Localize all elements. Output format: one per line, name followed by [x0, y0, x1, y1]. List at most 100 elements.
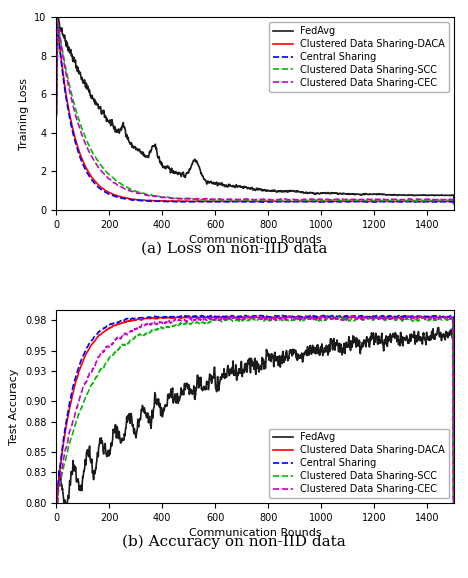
- Central Sharing: [354, 312, 359, 318]
- X-axis label: Communication Rounds: Communication Rounds: [189, 528, 322, 538]
- Clustered Data Sharing-SCC: [238, 317, 243, 324]
- Clustered Data Sharing-SCC: [101, 365, 106, 372]
- Clustered Data Sharing-CEC: [223, 196, 228, 203]
- Clustered Data Sharing-DACA: [101, 329, 106, 336]
- FedAvg: [54, 75, 59, 82]
- Central Sharing: [280, 198, 285, 205]
- Clustered Data Sharing-SCC: [451, 201, 457, 208]
- Clustered Data Sharing-CEC: [451, 499, 457, 506]
- Central Sharing: [101, 188, 106, 195]
- Clustered Data Sharing-DACA: [54, 112, 59, 118]
- Clustered Data Sharing-SCC: [231, 197, 236, 204]
- Clustered Data Sharing-SCC: [222, 317, 228, 324]
- FedAvg: [238, 366, 243, 373]
- Clustered Data Sharing-DACA: [55, 21, 60, 28]
- Clustered Data Sharing-CEC: [231, 314, 236, 321]
- Line: FedAvg: FedAvg: [57, 12, 454, 200]
- Clustered Data Sharing-CEC: [54, 499, 59, 506]
- Clustered Data Sharing-CEC: [55, 18, 60, 25]
- Clustered Data Sharing-SCC: [84, 390, 90, 397]
- Line: Clustered Data Sharing-CEC: Clustered Data Sharing-CEC: [57, 22, 454, 204]
- FedAvg: [231, 183, 236, 190]
- FedAvg: [54, 499, 59, 506]
- Central Sharing: [54, 112, 59, 118]
- Central Sharing: [101, 325, 106, 332]
- FedAvg: [280, 187, 285, 194]
- Clustered Data Sharing-DACA: [280, 198, 285, 205]
- X-axis label: Communication Rounds: Communication Rounds: [189, 235, 322, 245]
- Clustered Data Sharing-SCC: [280, 317, 285, 324]
- Clustered Data Sharing-DACA: [238, 198, 243, 205]
- Clustered Data Sharing-SCC: [85, 139, 90, 146]
- Text: (a) Loss on non-IID data: (a) Loss on non-IID data: [141, 242, 327, 256]
- Clustered Data Sharing-SCC: [101, 165, 106, 172]
- Clustered Data Sharing-SCC: [238, 197, 243, 203]
- Line: Clustered Data Sharing-SCC: Clustered Data Sharing-SCC: [57, 24, 454, 204]
- FedAvg: [436, 324, 441, 331]
- Clustered Data Sharing-CEC: [85, 145, 90, 152]
- Central Sharing: [54, 499, 59, 506]
- Line: Clustered Data Sharing-CEC: Clustered Data Sharing-CEC: [57, 316, 454, 503]
- Clustered Data Sharing-DACA: [101, 186, 106, 192]
- Central Sharing: [231, 198, 236, 205]
- Clustered Data Sharing-CEC: [350, 312, 356, 319]
- Clustered Data Sharing-DACA: [325, 313, 330, 320]
- Central Sharing: [222, 313, 228, 320]
- Central Sharing: [231, 312, 236, 319]
- Line: Central Sharing: Central Sharing: [57, 26, 454, 204]
- Clustered Data Sharing-SCC: [54, 111, 59, 118]
- Central Sharing: [238, 198, 243, 205]
- Clustered Data Sharing-DACA: [231, 314, 236, 321]
- Clustered Data Sharing-DACA: [231, 198, 236, 205]
- Line: Clustered Data Sharing-SCC: Clustered Data Sharing-SCC: [57, 317, 454, 503]
- Central Sharing: [451, 201, 457, 208]
- Central Sharing: [223, 198, 228, 205]
- Clustered Data Sharing-CEC: [238, 315, 243, 322]
- FedAvg: [84, 447, 90, 454]
- Clustered Data Sharing-DACA: [223, 198, 228, 205]
- FedAvg: [54, 9, 60, 16]
- Clustered Data Sharing-SCC: [55, 20, 61, 27]
- Clustered Data Sharing-CEC: [54, 110, 59, 117]
- Line: Clustered Data Sharing-DACA: Clustered Data Sharing-DACA: [57, 316, 454, 503]
- Clustered Data Sharing-DACA: [280, 314, 285, 321]
- Central Sharing: [238, 313, 243, 320]
- Y-axis label: Test Accuracy: Test Accuracy: [9, 368, 19, 444]
- Clustered Data Sharing-DACA: [451, 499, 457, 506]
- Clustered Data Sharing-CEC: [101, 170, 106, 177]
- Legend: FedAvg, Clustered Data Sharing-DACA, Central Sharing, Clustered Data Sharing-SCC: FedAvg, Clustered Data Sharing-DACA, Cen…: [270, 22, 449, 92]
- Clustered Data Sharing-CEC: [238, 196, 243, 203]
- Clustered Data Sharing-SCC: [451, 499, 457, 506]
- Legend: FedAvg, Clustered Data Sharing-DACA, Central Sharing, Clustered Data Sharing-SCC: FedAvg, Clustered Data Sharing-DACA, Cen…: [270, 428, 449, 498]
- Line: Clustered Data Sharing-DACA: Clustered Data Sharing-DACA: [57, 25, 454, 204]
- Clustered Data Sharing-DACA: [222, 314, 228, 321]
- Clustered Data Sharing-SCC: [280, 197, 285, 204]
- Clustered Data Sharing-DACA: [238, 313, 243, 320]
- Clustered Data Sharing-CEC: [231, 196, 236, 203]
- Clustered Data Sharing-DACA: [54, 499, 59, 506]
- Clustered Data Sharing-CEC: [451, 201, 457, 208]
- FedAvg: [222, 370, 228, 377]
- FedAvg: [85, 85, 90, 92]
- Central Sharing: [85, 170, 90, 177]
- Clustered Data Sharing-DACA: [451, 201, 457, 208]
- Line: FedAvg: FedAvg: [57, 328, 454, 503]
- Clustered Data Sharing-CEC: [222, 316, 228, 323]
- Clustered Data Sharing-CEC: [280, 313, 285, 320]
- Clustered Data Sharing-SCC: [396, 313, 402, 320]
- FedAvg: [223, 182, 228, 189]
- Y-axis label: Training Loss: Training Loss: [19, 77, 29, 150]
- Clustered Data Sharing-SCC: [231, 318, 236, 325]
- FedAvg: [231, 365, 236, 372]
- Clustered Data Sharing-DACA: [84, 349, 90, 355]
- FedAvg: [101, 448, 106, 455]
- Line: Central Sharing: Central Sharing: [57, 315, 454, 503]
- Central Sharing: [55, 23, 60, 29]
- FedAvg: [280, 349, 285, 356]
- Clustered Data Sharing-CEC: [280, 196, 285, 203]
- Clustered Data Sharing-CEC: [101, 348, 106, 355]
- Central Sharing: [84, 344, 90, 351]
- Clustered Data Sharing-SCC: [223, 197, 228, 203]
- FedAvg: [101, 107, 106, 114]
- FedAvg: [451, 499, 457, 506]
